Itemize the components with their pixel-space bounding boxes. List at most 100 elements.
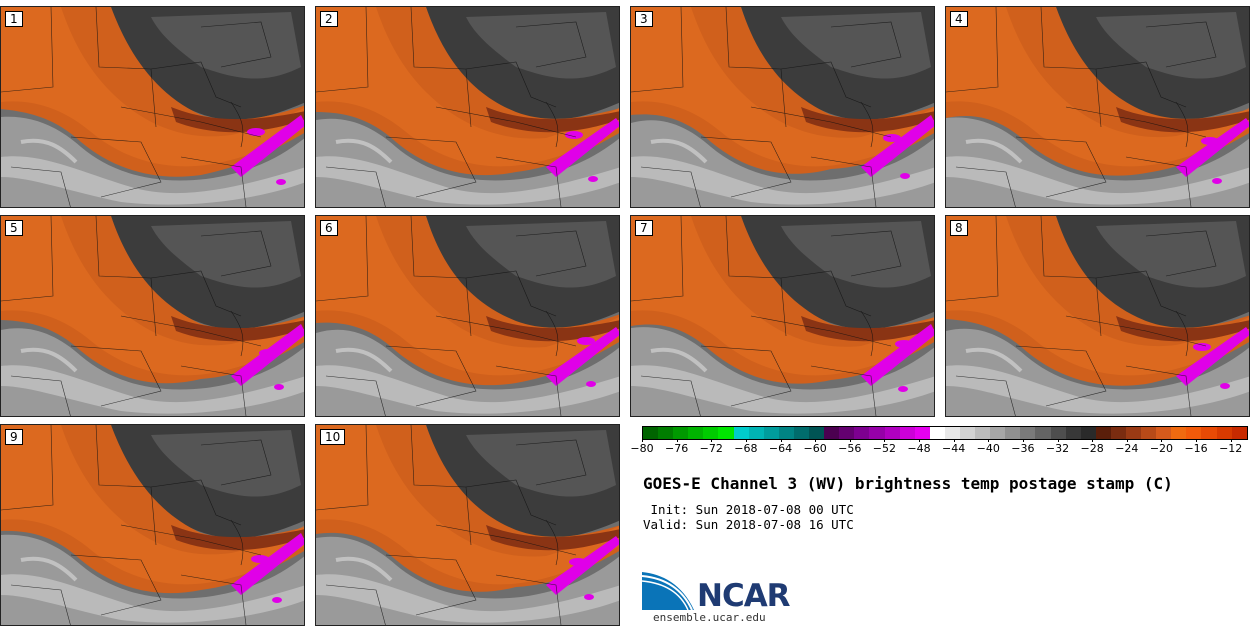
colorbar-swatch xyxy=(658,427,674,439)
colorbar-tick-mark xyxy=(711,439,713,442)
colorbar-tick-mark xyxy=(884,439,886,442)
ncar-logo-text: NCAR xyxy=(697,578,791,614)
colorbar-swatch xyxy=(899,427,915,439)
panel-number: 8 xyxy=(950,220,968,236)
colorbar-swatch xyxy=(1216,427,1232,439)
colorbar-swatch xyxy=(1005,427,1021,439)
panel-number: 4 xyxy=(950,11,968,27)
wv-brightness-map xyxy=(316,7,619,207)
panel-number: 1 xyxy=(5,11,23,27)
postage-stamp-panel: 3 xyxy=(630,6,935,208)
colorbar-tick-mark xyxy=(1022,439,1024,442)
colorbar-swatch xyxy=(869,427,885,439)
wv-brightness-map xyxy=(1,425,304,625)
colorbar-tick-mark xyxy=(919,439,921,442)
wv-brightness-map xyxy=(316,216,619,416)
colorbar-swatch xyxy=(990,427,1006,439)
colorbar-swatch xyxy=(778,427,794,439)
colorbar-tick-mark xyxy=(1126,439,1128,442)
panel-number: 7 xyxy=(635,220,653,236)
colorbar-swatch xyxy=(929,427,945,439)
colorbar-swatch xyxy=(1186,427,1202,439)
colorbar-swatch xyxy=(914,427,930,439)
colorbar-tick-mark xyxy=(780,439,782,442)
colorbar-swatch xyxy=(1110,427,1126,439)
colorbar-tick-mark xyxy=(1092,439,1094,442)
colorbar-tick-label: −36 xyxy=(1011,442,1035,455)
colorbar-tick-label: −52 xyxy=(872,442,896,455)
colorbar-swatch xyxy=(1141,427,1157,439)
colorbar-ticks: −80 −76 −72 −68 −64 −60 −56 −52 −48 −44 −40 −36 −32−… xyxy=(630,439,1248,458)
colorbar-swatch xyxy=(1035,427,1051,439)
colorbar-tick-label: −28 xyxy=(1080,442,1104,455)
colorbar-tick-mark xyxy=(745,439,747,442)
panel-number: 2 xyxy=(320,11,338,27)
colorbar-tick-label: −44 xyxy=(942,442,966,455)
init-time: Init: Sun 2018-07-08 00 UTC xyxy=(643,502,854,517)
colorbar-swatch xyxy=(688,427,704,439)
colorbar-swatch xyxy=(673,427,689,439)
panel-number: 5 xyxy=(5,220,23,236)
colorbar-swatch xyxy=(1231,427,1247,439)
panel-number: 10 xyxy=(320,429,346,445)
postage-stamp-panel: 10 xyxy=(315,424,620,626)
colorbar-tick-mark xyxy=(849,439,851,442)
postage-stamp-panel: 2 xyxy=(315,6,620,208)
panel-number: 9 xyxy=(5,429,23,445)
colorbar-swatch xyxy=(1050,427,1066,439)
colorbar-tick-label: −32 xyxy=(1045,442,1070,455)
colorbar-tick-mark xyxy=(676,439,678,442)
wv-brightness-map xyxy=(1,216,304,416)
colorbar-swatch xyxy=(854,427,870,439)
colorbar-tick-mark xyxy=(815,439,817,442)
colorbar-tick-label: −56 xyxy=(838,442,862,455)
wv-brightness-map xyxy=(316,425,619,625)
colorbar-tick-label: −76 xyxy=(665,442,689,455)
colorbar-swatch xyxy=(809,427,825,439)
figure-title: GOES-E Channel 3 (WV) brightness temp po… xyxy=(643,474,1173,493)
colorbar-tick-mark xyxy=(1196,439,1198,442)
postage-stamp-panel: 5 xyxy=(0,215,305,417)
logo-url: ensemble.ucar.edu xyxy=(653,611,766,624)
colorbar-swatch xyxy=(793,427,810,439)
postage-stamp-panel: 4 xyxy=(945,6,1250,208)
valid-time: Valid: Sun 2018-07-08 16 UTC xyxy=(643,517,854,532)
colorbar-swatch xyxy=(1201,427,1217,439)
colorbar-tick-label: −64 xyxy=(768,442,793,455)
colorbar-tick-label: −60 xyxy=(803,442,827,455)
panel-number: 6 xyxy=(320,220,338,236)
wv-brightness-map xyxy=(631,7,934,207)
colorbar-tick-mark xyxy=(1057,439,1059,442)
ncar-logo-icon xyxy=(642,572,694,611)
colorbar-tick-label: −20 xyxy=(1149,442,1174,455)
colorbar-swatch xyxy=(1065,427,1081,439)
colorbar-tick-label: −48 xyxy=(907,442,931,455)
colorbar-swatch xyxy=(643,427,659,439)
colorbar-swatch xyxy=(959,427,976,439)
postage-stamp-panel: 1 xyxy=(0,6,305,208)
colorbar-tick-mark xyxy=(1161,439,1163,442)
colorbar-swatch xyxy=(824,427,840,439)
postage-stamp-panel: 7 xyxy=(630,215,935,417)
colorbar xyxy=(642,426,1248,440)
colorbar-swatch xyxy=(1080,427,1096,439)
colorbar-tick-label: −72 xyxy=(699,442,723,455)
colorbar-swatch xyxy=(733,427,749,439)
colorbar-tick-mark xyxy=(1230,439,1232,442)
postage-stamp-panel: 9 xyxy=(0,424,305,626)
colorbar-swatch xyxy=(975,427,991,439)
wv-brightness-map xyxy=(946,7,1249,207)
colorbar-tick-label: −24 xyxy=(1115,442,1139,455)
colorbar-tick-mark xyxy=(953,439,955,442)
postage-stamp-panel: 6 xyxy=(315,215,620,417)
colorbar-swatch xyxy=(1156,427,1172,439)
colorbar-swatch xyxy=(839,427,855,439)
colorbar-swatch xyxy=(748,427,764,439)
colorbar-tick-label: −16 xyxy=(1184,442,1208,455)
colorbar-tick-mark xyxy=(988,439,990,442)
colorbar-swatch xyxy=(763,427,779,439)
colorbar-swatch xyxy=(1126,427,1142,439)
wv-brightness-map xyxy=(1,7,304,207)
colorbar-swatch xyxy=(718,427,734,439)
wv-brightness-map xyxy=(631,216,934,416)
